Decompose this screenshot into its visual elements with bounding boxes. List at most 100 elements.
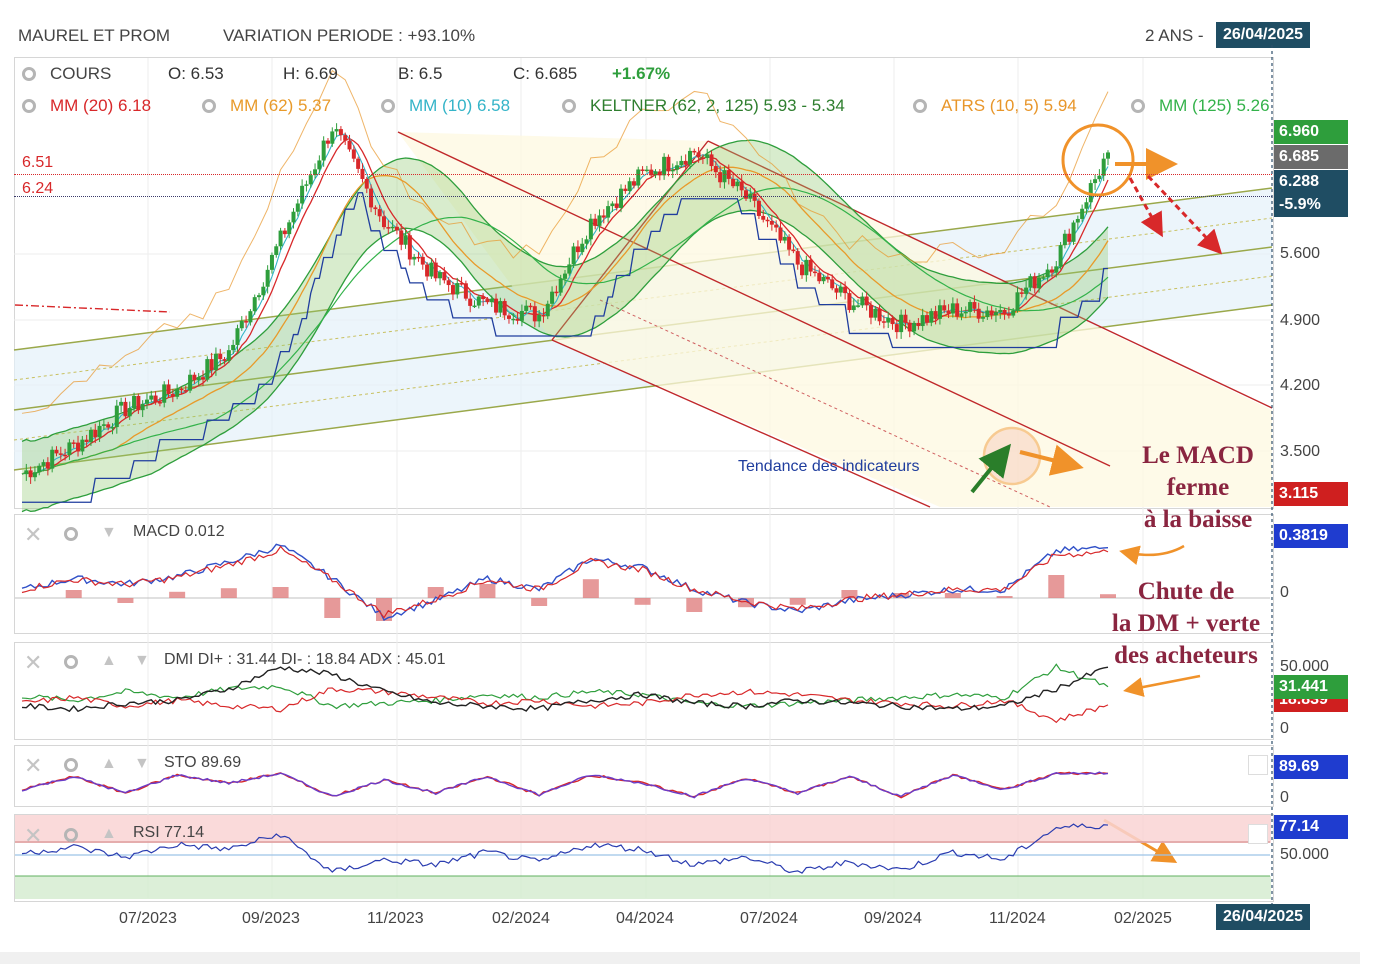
dmi-close-icon[interactable]: ✕ bbox=[24, 650, 43, 675]
candle-body bbox=[373, 207, 378, 210]
sto-settings-icon[interactable] bbox=[64, 758, 78, 772]
rsi-toggle-box[interactable] bbox=[1248, 824, 1268, 844]
candle-body bbox=[37, 465, 42, 473]
candle-body bbox=[300, 185, 305, 204]
macd-histogram-bar bbox=[531, 598, 548, 606]
sto-close-icon[interactable]: ✕ bbox=[24, 753, 43, 778]
candle-body bbox=[851, 305, 856, 311]
candle-body bbox=[657, 171, 662, 176]
candle-body bbox=[675, 165, 680, 170]
dmi-settings-icon[interactable] bbox=[64, 655, 78, 669]
price-tick-3500: 3.500 bbox=[1280, 443, 1321, 460]
candle-body bbox=[429, 262, 434, 277]
arrow-green-trend bbox=[970, 443, 1012, 494]
candle-body bbox=[670, 169, 675, 172]
sto-move-down-icon[interactable]: ▼ bbox=[134, 755, 150, 772]
macd-histogram-bar bbox=[738, 598, 754, 608]
macd-move-down-icon[interactable]: ▼ bbox=[101, 524, 117, 541]
candle-body bbox=[377, 209, 382, 217]
candle-body bbox=[450, 285, 455, 295]
period-label: 2 ANS - bbox=[1145, 26, 1204, 45]
candle-body bbox=[644, 169, 649, 172]
atrs-settings-icon[interactable] bbox=[913, 99, 927, 113]
sto-toggle-box[interactable] bbox=[1248, 755, 1268, 775]
candle-body bbox=[907, 322, 912, 332]
mm125-settings-icon[interactable] bbox=[1131, 99, 1145, 113]
candle-body bbox=[1075, 218, 1080, 223]
candle-body bbox=[403, 235, 408, 245]
macd-histogram-bar bbox=[582, 579, 599, 598]
candle-body bbox=[700, 157, 705, 159]
macd-settings-icon[interactable] bbox=[64, 527, 78, 541]
atrs-line bbox=[21, 69, 1109, 414]
candle-body bbox=[1024, 287, 1029, 294]
macd-value: 0.012 bbox=[184, 523, 225, 540]
candle-body bbox=[343, 135, 348, 141]
candle-body bbox=[84, 439, 89, 442]
candle-body bbox=[998, 309, 1003, 313]
dmi-move-down-icon[interactable]: ▼ bbox=[134, 652, 150, 669]
macd-histogram-bar bbox=[1048, 575, 1065, 598]
rsi-settings-icon[interactable] bbox=[64, 828, 78, 842]
candle-body bbox=[1088, 183, 1093, 203]
candle-body bbox=[459, 283, 464, 285]
candle-body bbox=[24, 470, 29, 475]
candle-body bbox=[489, 298, 494, 303]
candle-body bbox=[308, 175, 313, 185]
candle-body bbox=[144, 399, 149, 404]
candle-body bbox=[769, 220, 774, 225]
price-last-box: 6.685 bbox=[1274, 145, 1348, 169]
rsi-overbought-zone bbox=[15, 815, 1271, 843]
candle-body bbox=[692, 150, 697, 153]
macd-annotation-line3: à la baisse bbox=[1143, 506, 1253, 533]
candle-body bbox=[890, 317, 895, 325]
macd-close-icon[interactable]: ✕ bbox=[24, 522, 43, 547]
keltner-band-fill bbox=[22, 140, 1108, 512]
level-line-624 bbox=[14, 196, 1272, 197]
candle-body bbox=[955, 303, 960, 317]
candle-body bbox=[106, 424, 111, 428]
macd-histogram-bar bbox=[1100, 594, 1116, 598]
candle-body bbox=[369, 188, 374, 208]
rsi-close-icon[interactable]: ✕ bbox=[24, 823, 43, 848]
candle-body bbox=[1049, 269, 1054, 273]
candle-body bbox=[916, 322, 921, 327]
arrow-dmi-annotation bbox=[1123, 674, 1201, 697]
desc-channel-upper-2 bbox=[707, 140, 1273, 409]
candle-body bbox=[213, 353, 218, 371]
price-high-box: 6.960 bbox=[1274, 120, 1348, 144]
candle-body bbox=[653, 171, 658, 176]
keltner-settings-icon[interactable] bbox=[562, 99, 576, 113]
candle-body bbox=[752, 193, 757, 201]
candle-body bbox=[261, 286, 266, 296]
x-tick-8: 02/2025 bbox=[1114, 910, 1172, 927]
cours-label: COURS bbox=[50, 64, 112, 83]
keltner-legend: KELTNER (62, 2, 125) 5.93 - 5.34 bbox=[590, 96, 845, 115]
price-tick-4900: 4.900 bbox=[1280, 312, 1321, 329]
macd-annotation-line2: ferme bbox=[1166, 474, 1230, 501]
candle-body bbox=[498, 301, 503, 313]
macd-label: MACD 0.012 bbox=[133, 523, 225, 541]
candle-body bbox=[808, 259, 813, 272]
candle-body bbox=[356, 158, 361, 169]
rsi-move-up-icon[interactable]: ▲ bbox=[101, 825, 117, 842]
candle-body bbox=[722, 170, 727, 183]
sto-move-up-icon[interactable]: ▲ bbox=[101, 755, 117, 772]
macd-histogram-bar bbox=[427, 587, 444, 598]
regression-dotted-2 bbox=[13, 275, 1273, 441]
candle-body bbox=[830, 279, 835, 289]
mm20-settings-icon[interactable] bbox=[22, 99, 36, 113]
candle-body bbox=[330, 131, 335, 144]
settings-gear-icon[interactable] bbox=[22, 67, 36, 81]
low-value: B: 6.5 bbox=[398, 64, 443, 83]
candle-body bbox=[442, 272, 447, 281]
candle-body bbox=[1062, 233, 1067, 246]
rsi-label: RSI 77.14 bbox=[133, 824, 204, 842]
mm10-settings-icon[interactable] bbox=[381, 99, 395, 113]
candle-body bbox=[334, 129, 339, 132]
dmi-move-up-icon[interactable]: ▲ bbox=[101, 652, 117, 669]
mm62-settings-icon[interactable] bbox=[202, 99, 216, 113]
candle-body bbox=[416, 256, 421, 259]
candle-body bbox=[438, 272, 443, 279]
candle-body bbox=[679, 160, 684, 166]
